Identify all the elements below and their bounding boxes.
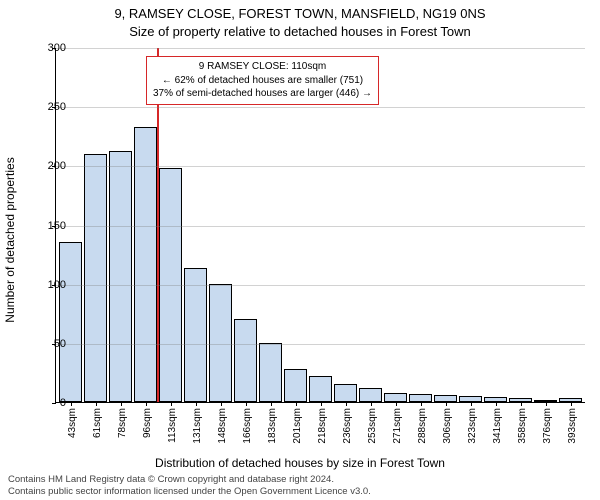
x-tick-label: 358sqm bbox=[517, 408, 528, 444]
x-tick-mark bbox=[296, 402, 297, 406]
x-tick-mark bbox=[171, 402, 172, 406]
x-tick-mark bbox=[71, 402, 72, 406]
gridline bbox=[56, 166, 585, 167]
gridline bbox=[56, 344, 585, 345]
chart-container: 9, RAMSEY CLOSE, FOREST TOWN, MANSFIELD,… bbox=[0, 0, 600, 500]
x-tick-label: 306sqm bbox=[442, 408, 453, 444]
bar bbox=[409, 394, 432, 402]
x-tick-label: 43sqm bbox=[67, 408, 78, 438]
x-tick-label: 148sqm bbox=[217, 408, 228, 444]
x-tick-mark bbox=[221, 402, 222, 406]
footer-line-2: Contains public sector information licen… bbox=[8, 486, 371, 498]
bar bbox=[184, 268, 207, 402]
x-tick-label: 271sqm bbox=[392, 408, 403, 444]
page-subtitle: Size of property relative to detached ho… bbox=[0, 24, 600, 39]
x-axis-label: Distribution of detached houses by size … bbox=[0, 456, 600, 470]
bar bbox=[359, 388, 382, 402]
x-tick-label: 201sqm bbox=[292, 408, 303, 444]
x-tick-mark bbox=[446, 402, 447, 406]
bar bbox=[434, 395, 457, 402]
x-tick-label: 166sqm bbox=[242, 408, 253, 444]
y-axis-label: Number of detached properties bbox=[3, 157, 17, 322]
bar bbox=[384, 393, 407, 402]
x-tick-mark bbox=[396, 402, 397, 406]
y-tick-label: 250 bbox=[36, 101, 66, 113]
callout-line-3: 37% of semi-detached houses are larger (… bbox=[153, 87, 372, 101]
y-tick-label: 300 bbox=[36, 42, 66, 54]
x-tick-label: 236sqm bbox=[342, 408, 353, 444]
x-tick-mark bbox=[196, 402, 197, 406]
callout-line-2: ← 62% of detached houses are smaller (75… bbox=[153, 74, 372, 88]
y-tick-label: 150 bbox=[36, 220, 66, 232]
x-tick-label: 323sqm bbox=[467, 408, 478, 444]
gridline bbox=[56, 226, 585, 227]
bar bbox=[309, 376, 332, 402]
bar bbox=[59, 242, 82, 402]
x-tick-label: 393sqm bbox=[567, 408, 578, 444]
gridline bbox=[56, 107, 585, 108]
x-tick-mark bbox=[96, 402, 97, 406]
x-tick-label: 96sqm bbox=[142, 408, 153, 438]
page-title: 9, RAMSEY CLOSE, FOREST TOWN, MANSFIELD,… bbox=[0, 6, 600, 21]
x-tick-label: 218sqm bbox=[317, 408, 328, 444]
bar bbox=[134, 127, 157, 402]
x-tick-mark bbox=[121, 402, 122, 406]
y-tick-label: 50 bbox=[36, 338, 66, 350]
bar bbox=[284, 369, 307, 402]
bar bbox=[334, 384, 357, 402]
gridline bbox=[56, 48, 585, 49]
x-tick-mark bbox=[321, 402, 322, 406]
x-tick-label: 78sqm bbox=[117, 408, 128, 438]
x-tick-label: 376sqm bbox=[542, 408, 553, 444]
x-tick-label: 341sqm bbox=[492, 408, 503, 444]
y-tick-label: 100 bbox=[36, 279, 66, 291]
x-tick-mark bbox=[571, 402, 572, 406]
bar bbox=[234, 319, 257, 402]
y-tick-label: 0 bbox=[36, 397, 66, 409]
x-tick-label: 183sqm bbox=[267, 408, 278, 444]
bar bbox=[259, 343, 282, 402]
x-tick-mark bbox=[471, 402, 472, 406]
bar bbox=[84, 154, 107, 403]
x-tick-mark bbox=[496, 402, 497, 406]
x-tick-label: 113sqm bbox=[167, 408, 178, 443]
x-tick-label: 253sqm bbox=[367, 408, 378, 444]
x-tick-mark bbox=[371, 402, 372, 406]
x-tick-mark bbox=[146, 402, 147, 406]
x-tick-label: 288sqm bbox=[417, 408, 428, 444]
x-tick-label: 61sqm bbox=[92, 408, 103, 438]
footer-line-1: Contains HM Land Registry data © Crown c… bbox=[8, 474, 371, 486]
x-tick-mark bbox=[521, 402, 522, 406]
bar bbox=[109, 151, 132, 402]
x-tick-label: 131sqm bbox=[192, 408, 203, 444]
x-tick-mark bbox=[346, 402, 347, 406]
footer-attribution: Contains HM Land Registry data © Crown c… bbox=[8, 474, 371, 498]
y-tick-label: 200 bbox=[36, 160, 66, 172]
x-tick-mark bbox=[271, 402, 272, 406]
bar bbox=[209, 284, 232, 402]
callout-line-1: 9 RAMSEY CLOSE: 110sqm bbox=[153, 60, 372, 74]
x-tick-mark bbox=[546, 402, 547, 406]
x-tick-mark bbox=[421, 402, 422, 406]
callout-box: 9 RAMSEY CLOSE: 110sqm ← 62% of detached… bbox=[146, 56, 379, 105]
gridline bbox=[56, 285, 585, 286]
x-tick-mark bbox=[246, 402, 247, 406]
plot-area: 9 RAMSEY CLOSE: 110sqm ← 62% of detached… bbox=[55, 48, 585, 403]
